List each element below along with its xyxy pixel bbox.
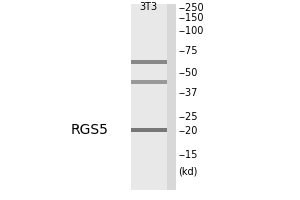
- Text: --15: --15: [178, 150, 198, 160]
- Text: --250: --250: [178, 3, 204, 13]
- Text: 3T3: 3T3: [140, 2, 158, 12]
- Text: RGS5: RGS5: [71, 123, 109, 137]
- Text: --150: --150: [178, 13, 204, 23]
- Text: --37: --37: [178, 88, 198, 98]
- Text: --75: --75: [178, 46, 198, 56]
- Bar: [167, 4, 176, 190]
- Text: --50: --50: [178, 68, 198, 78]
- Bar: [130, 4, 166, 190]
- Text: --100: --100: [178, 26, 204, 36]
- Text: --20: --20: [178, 126, 198, 136]
- Text: --25: --25: [178, 112, 198, 122]
- Text: (kd): (kd): [178, 166, 198, 176]
- Bar: [130, 60, 166, 64]
- Bar: [130, 128, 166, 132]
- Bar: [130, 80, 166, 84]
